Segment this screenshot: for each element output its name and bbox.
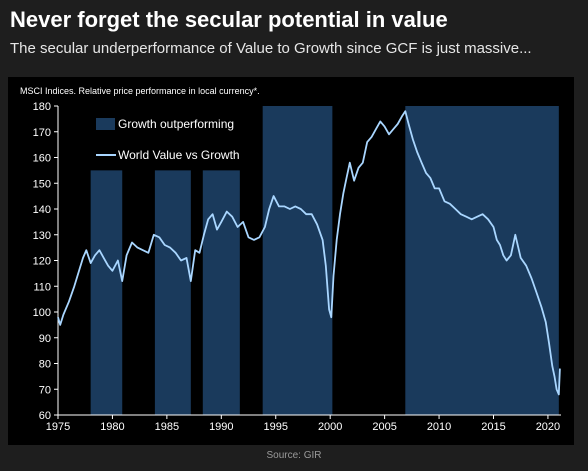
shaded-periods: [90, 106, 559, 415]
y-tick-label: 140: [33, 204, 51, 216]
x-tick-label: 2000: [318, 421, 342, 433]
chart-title: MSCI Indices. Relative price performance…: [20, 86, 260, 96]
shaded-period: [405, 106, 559, 415]
legend-swatch-shade: [96, 118, 115, 130]
headline: Never forget the secular potential in va…: [10, 7, 448, 32]
y-tick-label: 180: [33, 101, 51, 113]
source-note: Source: GIR: [266, 450, 322, 461]
legend-label-line: World Value vs Growth: [118, 148, 240, 162]
x-tick-label: 2005: [372, 421, 396, 433]
x-tick-label: 1975: [46, 421, 70, 433]
y-tick-label: 100: [33, 307, 51, 319]
y-tick-label: 60: [39, 410, 51, 422]
subheadline: The secular underperformance of Value to…: [10, 40, 532, 57]
shaded-period: [154, 170, 191, 415]
y-tick-label: 120: [33, 256, 51, 268]
y-tick-label: 130: [33, 230, 51, 242]
legend: Growth outperforming World Value vs Grow…: [96, 117, 240, 162]
x-tick-label: 2015: [481, 421, 505, 433]
y-tick-label: 70: [39, 384, 51, 396]
y-tick-label: 90: [39, 333, 51, 345]
chart-panel: MSCI Indices. Relative price performance…: [8, 77, 574, 445]
x-tick-label: 1990: [209, 421, 233, 433]
y-tick-label: 150: [33, 178, 51, 190]
y-tick-label: 160: [33, 153, 51, 165]
legend-label-shade: Growth outperforming: [118, 117, 234, 131]
y-tick-label: 170: [33, 127, 51, 139]
y-tick-label: 80: [39, 359, 51, 371]
y-tick-label: 110: [33, 281, 51, 293]
x-tick-label: 1985: [155, 421, 179, 433]
relative-performance-chart: MSCI Indices. Relative price performance…: [20, 86, 561, 433]
shaded-period: [262, 106, 333, 415]
x-tick-label: 1995: [264, 421, 288, 433]
x-tick-label: 2010: [427, 421, 451, 433]
x-tick-label: 1980: [100, 421, 124, 433]
series-group: [57, 110, 561, 396]
series-line: [57, 110, 561, 396]
shaded-period: [90, 170, 123, 415]
axes: 60 70 80 90 100 110 120 130 140 150 160 170 180 1975 1…: [33, 101, 561, 433]
shaded-period: [202, 170, 240, 415]
x-tick-label: 2020: [536, 421, 560, 433]
